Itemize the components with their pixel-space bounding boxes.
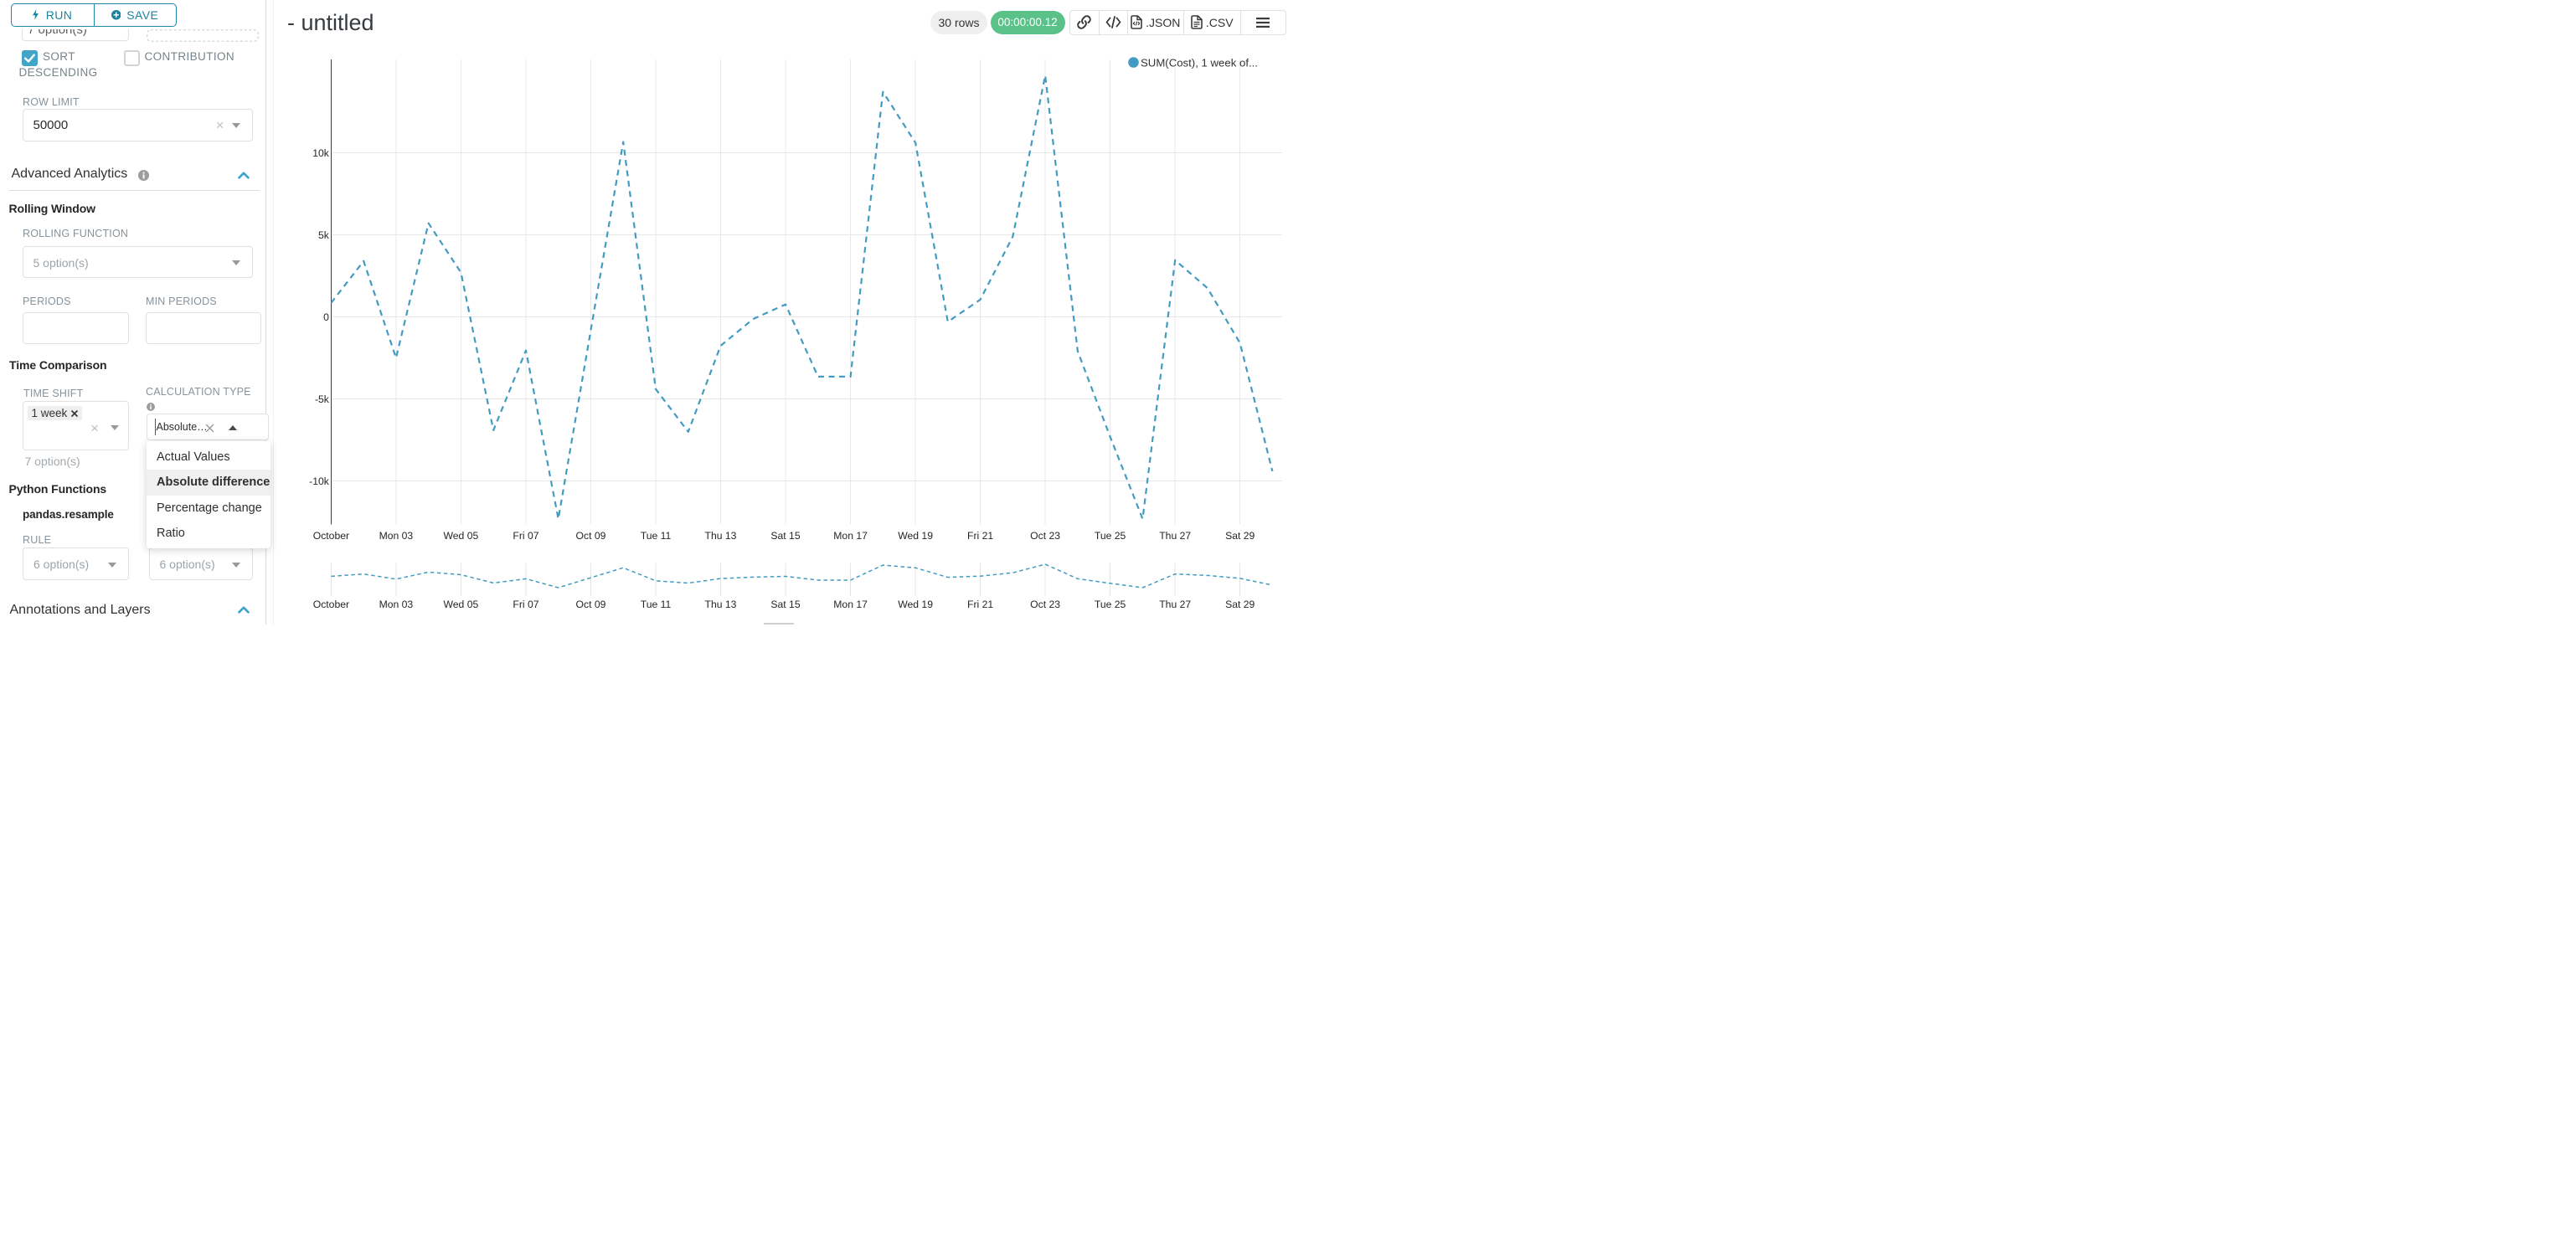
svg-text:Fri 21: Fri 21 <box>967 530 993 542</box>
svg-text:Wed 19: Wed 19 <box>898 530 933 542</box>
svg-text:October: October <box>313 530 349 542</box>
svg-text:-10k: -10k <box>309 475 330 487</box>
svg-text:Sat 15: Sat 15 <box>770 530 800 542</box>
svg-text:5k: 5k <box>318 229 330 241</box>
svg-text:Mon 03: Mon 03 <box>379 530 414 542</box>
svg-text:Tue 25: Tue 25 <box>1095 530 1126 542</box>
svg-text:Mon 17: Mon 17 <box>833 530 868 542</box>
svg-text:Thu 13: Thu 13 <box>705 599 737 610</box>
svg-text:Tue 11: Tue 11 <box>641 599 672 610</box>
svg-text:10k: 10k <box>312 147 330 159</box>
svg-text:Oct 23: Oct 23 <box>1030 530 1060 542</box>
svg-text:October: October <box>313 599 349 610</box>
svg-text:Fri 21: Fri 21 <box>967 599 993 610</box>
svg-text:Fri 07: Fri 07 <box>513 599 538 610</box>
svg-text:-5k: -5k <box>315 393 330 405</box>
svg-text:Oct 23: Oct 23 <box>1030 599 1060 610</box>
svg-text:Wed 05: Wed 05 <box>444 530 479 542</box>
svg-text:Oct 09: Oct 09 <box>576 530 606 542</box>
svg-text:Wed 19: Wed 19 <box>898 599 933 610</box>
svg-text:Thu 27: Thu 27 <box>1159 599 1191 610</box>
svg-text:Tue 11: Tue 11 <box>641 530 672 542</box>
svg-text:Thu 27: Thu 27 <box>1159 530 1191 542</box>
svg-text:Wed 05: Wed 05 <box>444 599 479 610</box>
svg-text:Mon 17: Mon 17 <box>833 599 868 610</box>
svg-text:SUM(Cost), 1 week of...: SUM(Cost), 1 week of... <box>1141 57 1258 69</box>
svg-text:Sat 29: Sat 29 <box>1225 530 1255 542</box>
svg-text:Oct 09: Oct 09 <box>576 599 606 610</box>
svg-text:Tue 25: Tue 25 <box>1095 599 1126 610</box>
svg-text:Thu 13: Thu 13 <box>705 530 737 542</box>
svg-text:0: 0 <box>323 311 329 323</box>
svg-text:Sat 15: Sat 15 <box>770 599 800 610</box>
svg-text:Fri 07: Fri 07 <box>513 530 538 542</box>
svg-text:Sat 29: Sat 29 <box>1225 599 1255 610</box>
svg-text:Mon 03: Mon 03 <box>379 599 414 610</box>
